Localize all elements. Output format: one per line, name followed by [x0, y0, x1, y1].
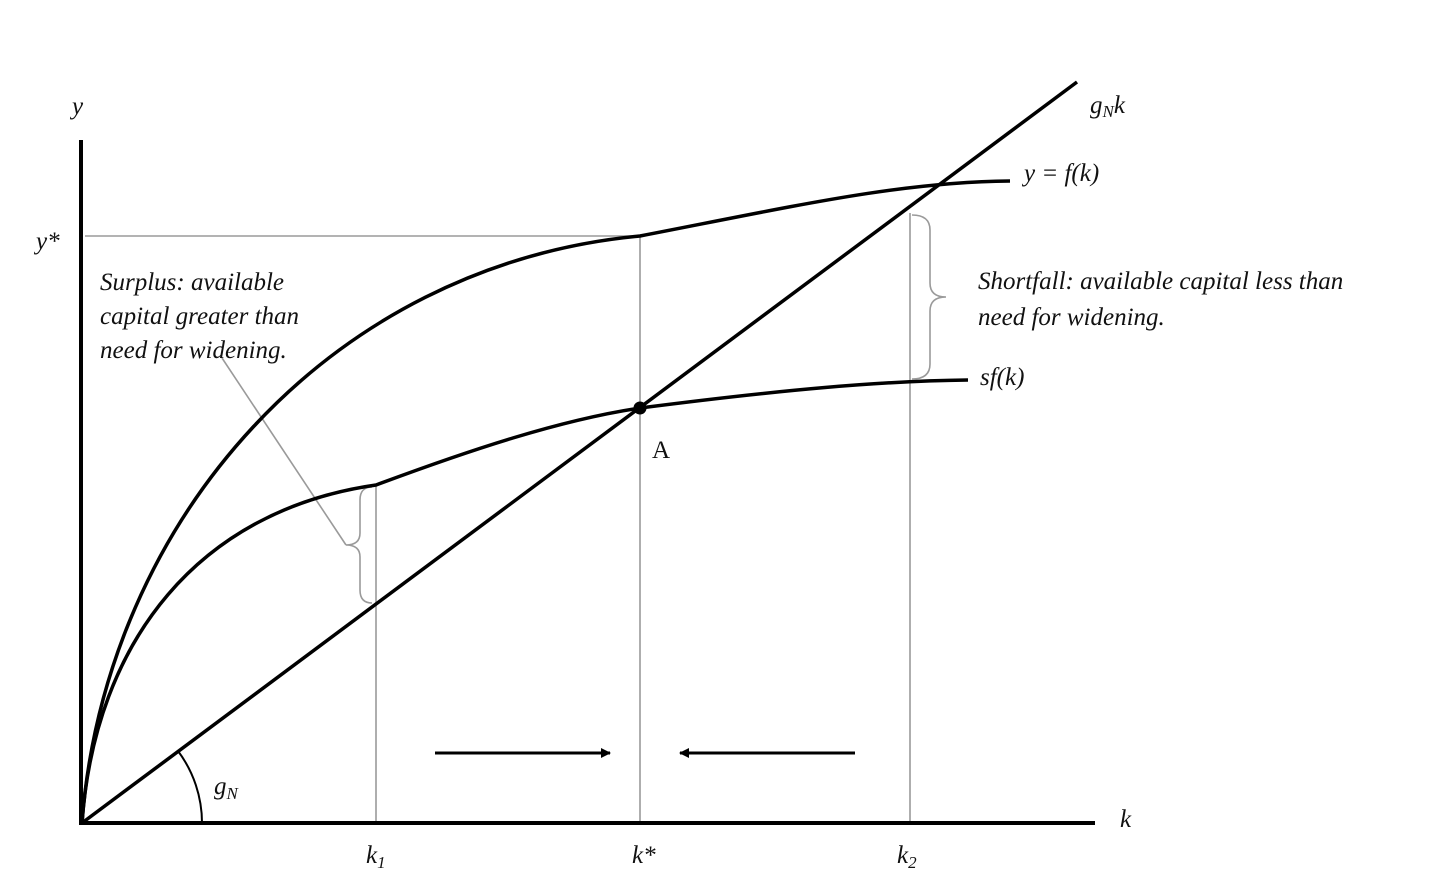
steady-state-point: [633, 401, 647, 415]
leader-line: [221, 357, 347, 546]
angle-sub: N: [226, 784, 240, 803]
surplus-line: Surplus: available: [100, 269, 284, 296]
y-axis-label: y: [69, 93, 84, 120]
shortfall-brace: [911, 214, 947, 380]
k1-base: k: [366, 842, 378, 869]
angle-arc: [177, 750, 203, 824]
k1-sub: 1: [377, 853, 386, 872]
surplus-line: capital greater than: [100, 303, 299, 330]
y-star-label: y*: [33, 228, 60, 255]
sf-curve: [80, 378, 969, 824]
gnk-label: gNk: [1090, 92, 1126, 121]
shortfall-line: Shortfall: available capital less than: [978, 268, 1343, 295]
k-star-label: k*: [632, 842, 656, 869]
k2-label: k2: [897, 842, 917, 872]
x-axis-label: k: [1120, 806, 1132, 833]
gnk-line: [80, 80, 1079, 825]
sf-label: sf(k): [980, 364, 1024, 391]
point-label: A: [652, 437, 670, 464]
surplus-brace: [345, 486, 373, 604]
gnk-tail: k: [1114, 92, 1126, 119]
k2-sub: 2: [908, 853, 917, 872]
gnk-sub: N: [1102, 102, 1116, 121]
surplus-line: need for widening.: [100, 337, 287, 364]
k1-label: k1: [366, 842, 386, 872]
gnk-base: g: [1090, 92, 1103, 119]
k2-base: k: [897, 842, 909, 869]
f-curve: [80, 179, 1011, 824]
angle-base: g: [214, 773, 227, 800]
f-label: y = f(k): [1021, 160, 1099, 187]
angle-label: gN: [214, 773, 240, 803]
shortfall-line: need for widening.: [978, 304, 1165, 331]
